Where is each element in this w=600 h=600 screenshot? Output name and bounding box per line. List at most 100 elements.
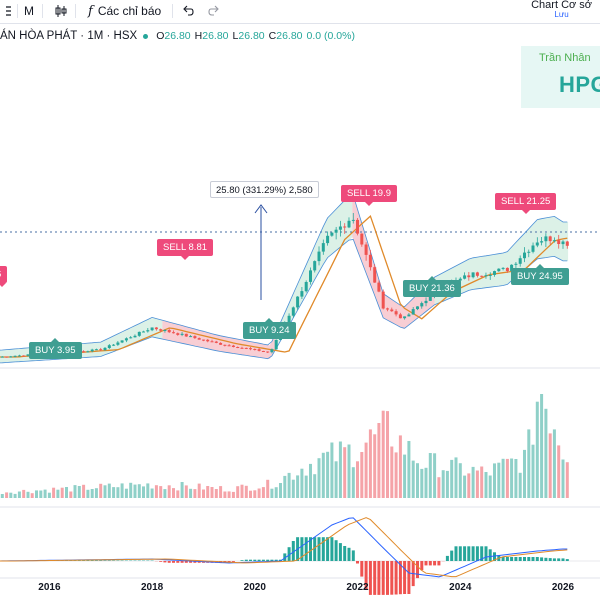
- volume-bar: [134, 485, 137, 498]
- measure-label[interactable]: 25.80 (331.29%) 2,580: [210, 181, 319, 198]
- candle-body: [527, 252, 530, 253]
- volume-bar: [527, 429, 530, 498]
- volume-bar: [343, 447, 346, 498]
- volume-bar: [215, 489, 218, 498]
- buy-tag-3[interactable]: BUY 21.36: [403, 280, 461, 297]
- candle-body: [1, 357, 4, 358]
- macd-histogram-bar: [506, 557, 509, 561]
- volume-bar: [176, 490, 179, 498]
- candle-body: [549, 236, 552, 241]
- macd-histogram-bar: [527, 557, 530, 561]
- volume-bar: [69, 492, 72, 499]
- macd-histogram-bar: [510, 557, 513, 561]
- candle-body: [249, 348, 252, 349]
- candle-body: [138, 332, 141, 336]
- edge-sell-tag[interactable]: 6: [0, 266, 7, 283]
- sell-tag-3[interactable]: SELL 21.25: [495, 193, 556, 210]
- candle-body: [104, 348, 107, 350]
- volume-bar: [245, 486, 248, 498]
- macd-histogram-bar: [540, 557, 543, 561]
- volume-bar: [288, 473, 291, 498]
- candle-body: [540, 241, 543, 242]
- candle-body: [553, 240, 556, 241]
- candle-body: [489, 275, 492, 276]
- volume-bar: [253, 490, 256, 498]
- volume-bar: [151, 489, 154, 499]
- macd-histogram-bar: [472, 546, 475, 561]
- candle-body: [181, 334, 184, 335]
- volume-bar: [553, 429, 556, 498]
- volume-bar: [163, 489, 166, 498]
- volume-bar: [142, 486, 145, 498]
- macd-histogram-bar: [416, 561, 419, 578]
- candle-body: [270, 349, 273, 352]
- sell-zone-2: [352, 192, 434, 329]
- volume-bar: [112, 487, 115, 498]
- candle-body: [399, 314, 402, 318]
- candle-body: [343, 227, 346, 228]
- volume-bar: [241, 485, 244, 498]
- candle-body: [275, 340, 278, 349]
- macd-histogram-bar: [253, 560, 256, 561]
- candle-body: [232, 346, 235, 347]
- volume-bar: [322, 453, 325, 498]
- volume-bar: [373, 434, 376, 498]
- volume-bar: [416, 463, 419, 498]
- candle-body: [116, 343, 119, 345]
- volume-bar: [390, 447, 393, 499]
- macd-histogram-bar: [369, 561, 372, 595]
- macd-histogram-bar: [557, 558, 560, 561]
- candle-body: [339, 227, 342, 230]
- volume-bar: [249, 491, 252, 498]
- candle-body: [395, 311, 398, 314]
- candle-body: [112, 345, 115, 346]
- candle-body: [356, 220, 359, 234]
- volume-bar: [497, 463, 500, 498]
- candle-body: [296, 297, 299, 308]
- volume-bar: [125, 489, 128, 498]
- volume-bar: [121, 483, 124, 498]
- candle-body: [309, 270, 312, 282]
- volume-bar: [360, 452, 363, 498]
- macd-histogram-bar: [352, 550, 355, 561]
- volume-bar: [138, 484, 141, 498]
- volume-bar: [519, 473, 522, 498]
- macd-histogram-bar: [514, 557, 517, 561]
- volume-bar: [309, 464, 312, 498]
- volume-bar: [116, 487, 119, 498]
- volume-bar: [459, 463, 462, 498]
- candle-body: [22, 356, 25, 357]
- volume-bar: [82, 485, 85, 498]
- candle-body: [348, 221, 351, 228]
- volume-bar: [236, 486, 239, 498]
- volume-bar: [485, 472, 488, 498]
- buy-tag-1[interactable]: BUY 3.95: [29, 342, 82, 359]
- volume-bar: [198, 484, 201, 498]
- macd-histogram-bar: [176, 561, 179, 563]
- candle-body: [502, 268, 505, 269]
- candle-body: [236, 347, 239, 348]
- sell-tag-2[interactable]: SELL 19.9: [341, 185, 397, 202]
- candle-body: [352, 220, 355, 221]
- candle-body: [18, 356, 21, 357]
- buy-tag-4[interactable]: BUY 24.95: [511, 268, 569, 285]
- candle-body: [198, 338, 201, 340]
- x-tick-label: 2026: [552, 582, 574, 593]
- macd-histogram-bar: [395, 561, 398, 595]
- candle-body: [544, 236, 547, 241]
- volume-bar: [1, 494, 4, 498]
- macd-histogram-bar: [343, 546, 346, 561]
- macd-histogram-bar: [382, 561, 385, 595]
- candle-body: [403, 316, 406, 318]
- macd-histogram-bar: [562, 558, 565, 561]
- volume-bar: [446, 471, 449, 498]
- macd-histogram-bar: [459, 546, 462, 561]
- buy-tag-2[interactable]: BUY 9.24: [243, 322, 296, 339]
- volume-bar: [472, 467, 475, 498]
- candle-body: [532, 246, 535, 252]
- sell-tag-1[interactable]: SELL 8.81: [157, 239, 213, 256]
- macd-histogram-bar: [566, 559, 569, 561]
- candle-body: [463, 275, 466, 278]
- volume-bar: [377, 423, 380, 498]
